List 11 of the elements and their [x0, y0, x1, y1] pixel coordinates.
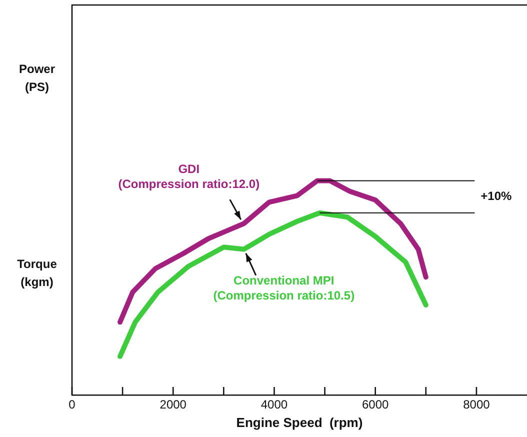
series-label: Conventional MPI (Compression ratio:10.5) [213, 274, 355, 303]
series-label: GDI (Compression ratio:12.0) [118, 162, 260, 191]
x-tick-label: 6000 [362, 398, 390, 412]
x-tick-label: 8000 [463, 398, 490, 412]
text: Torque (kgm) [16, 256, 58, 291]
text: Power (PS) [18, 61, 56, 96]
x-axis-title: Engine Speed (rpm) [236, 414, 363, 430]
x-tick-label: 0 [68, 398, 76, 412]
annotation: +10% [480, 189, 512, 204]
x-tick-label: 2000 [160, 398, 187, 412]
x-tick-label: 4000 [260, 398, 288, 412]
